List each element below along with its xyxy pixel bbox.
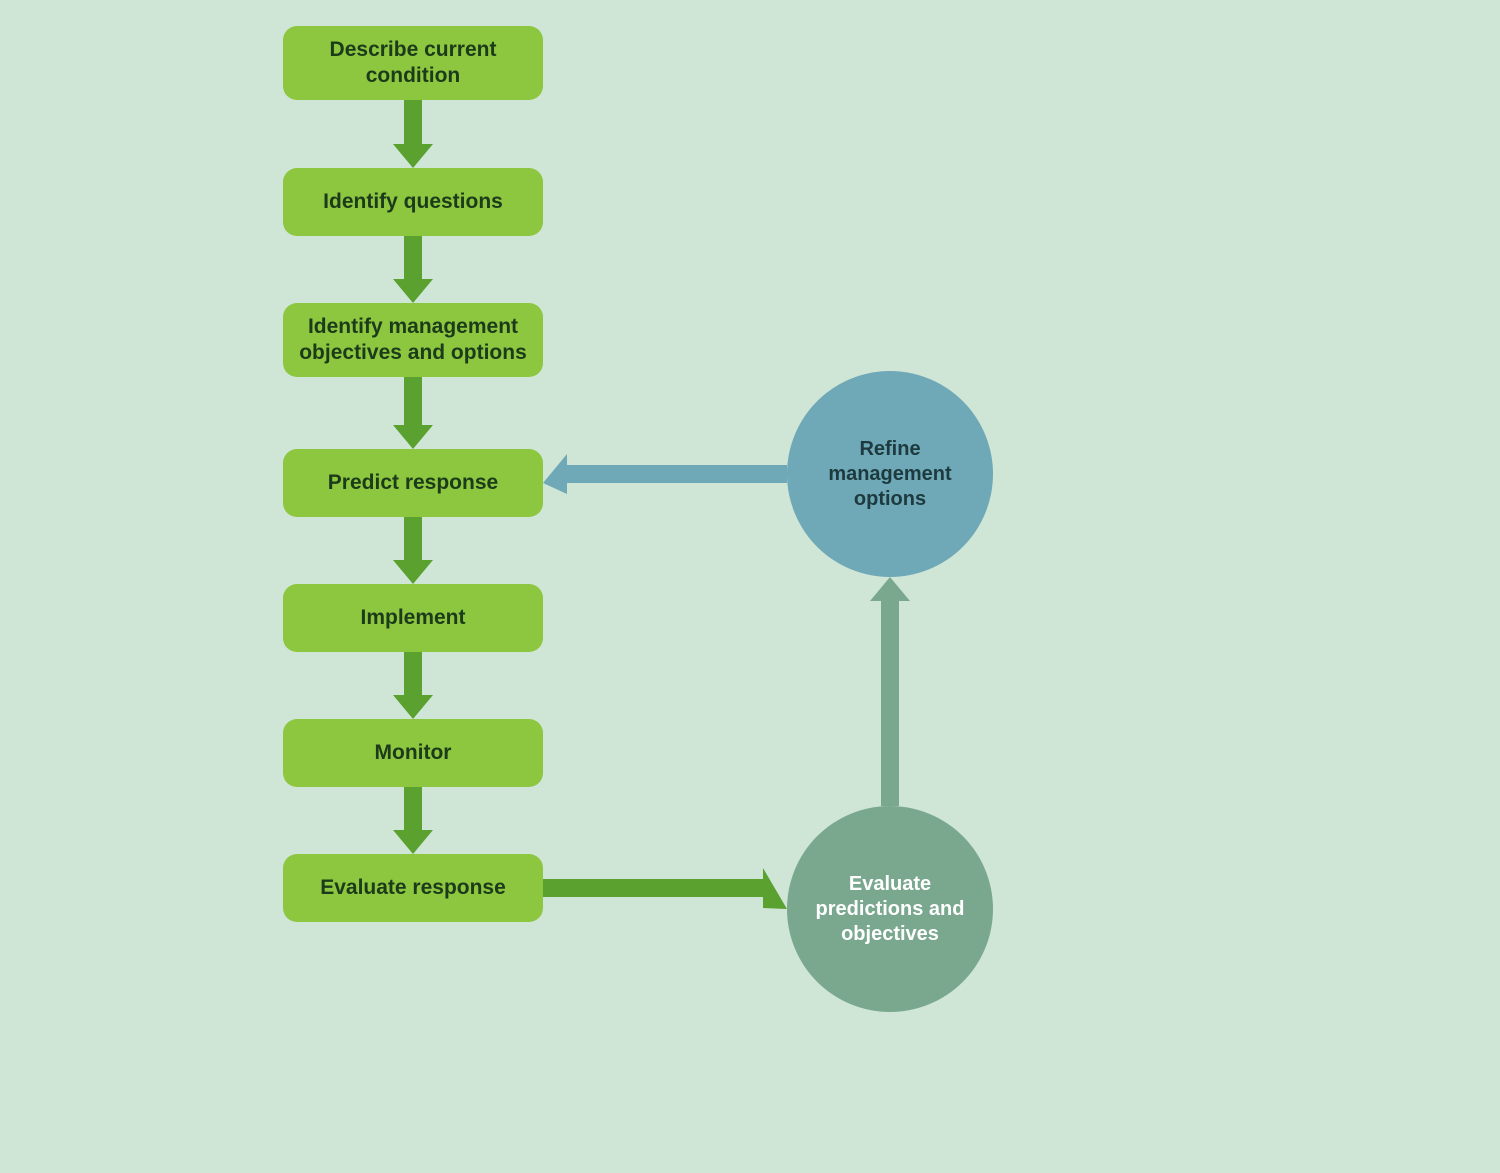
flowchart-stage: Describe current condition Identify quest… <box>0 0 1500 1173</box>
edge-n3-n4 <box>393 377 433 449</box>
edge-n4-n5 <box>393 517 433 584</box>
node-c1: Refine management options <box>787 371 993 577</box>
edge-n7-c2 <box>543 868 787 909</box>
edge-c2-c1 <box>870 577 910 806</box>
node-n6: Monitor <box>283 719 543 787</box>
node-label-n4: Predict response <box>328 470 498 496</box>
node-label-n7: Evaluate response <box>320 875 506 901</box>
edge-c1-n4 <box>543 454 787 494</box>
node-label-c2: Evaluate predictions and objectives <box>816 872 965 947</box>
node-label-n1: Describe current condition <box>330 37 497 90</box>
node-label-n5: Implement <box>360 605 465 631</box>
node-n5: Implement <box>283 584 543 652</box>
edges-layer <box>0 0 1500 1173</box>
edge-n1-n2 <box>393 100 433 168</box>
node-label-n6: Monitor <box>375 740 452 766</box>
node-n3: Identify management objectives and optio… <box>283 303 543 377</box>
edge-n6-n7 <box>393 787 433 854</box>
edge-n2-n3 <box>393 236 433 303</box>
edge-n5-n6 <box>393 652 433 719</box>
node-n2: Identify questions <box>283 168 543 236</box>
node-c2: Evaluate predictions and objectives <box>787 806 993 1012</box>
node-n4: Predict response <box>283 449 543 517</box>
node-n7: Evaluate response <box>283 854 543 922</box>
node-label-n2: Identify questions <box>323 189 503 215</box>
node-label-c1: Refine management options <box>828 437 951 512</box>
node-n1: Describe current condition <box>283 26 543 100</box>
node-label-n3: Identify management objectives and optio… <box>299 314 527 367</box>
